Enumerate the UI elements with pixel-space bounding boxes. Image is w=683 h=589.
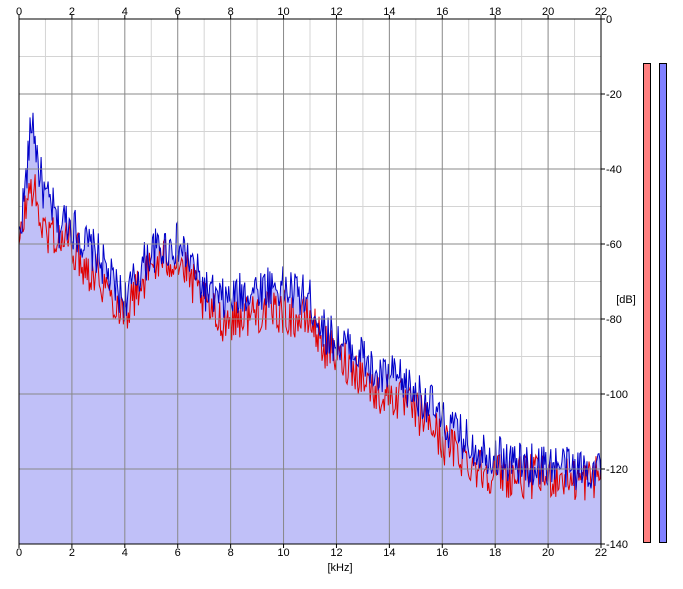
x-tick-label-bottom: 10 (277, 547, 289, 559)
x-tick-label-bottom: 22 (595, 547, 607, 559)
y-tick-label: -100 (606, 389, 628, 401)
y-tick-label: -20 (606, 89, 622, 101)
x-tick-label-bottom: 4 (122, 547, 128, 559)
x-tick-label-top: 20 (542, 6, 554, 18)
x-tick-label-bottom: 18 (489, 547, 501, 559)
x-axis-label: [kHz] (327, 562, 352, 574)
x-axis-bottom-ticks: 0 2 4 6 8 10 12 14 16 18 20 22 (16, 544, 607, 559)
x-tick-label-top: 12 (330, 6, 342, 18)
level-meter-left (643, 63, 651, 543)
y-tick-label: 0 (606, 14, 612, 26)
series-layer (18, 112, 602, 501)
y-tick-label: -40 (606, 164, 622, 176)
series-line-blue (18, 112, 602, 491)
x-tick-label-bottom: 16 (436, 547, 448, 559)
x-tick-label-top: 4 (122, 6, 128, 18)
y-tick-label: -80 (606, 314, 622, 326)
y-axis-ticks: 0 -20 -40 -60 -80 -100 -120 -140 (601, 14, 628, 551)
x-tick-label-top: 16 (436, 6, 448, 18)
x-tick-label-bottom: 12 (330, 547, 342, 559)
x-tick-label-top: 8 (228, 6, 234, 18)
x-axis-top-ticks: 0 2 4 6 8 10 12 14 16 18 20 22 (16, 6, 607, 19)
x-tick-label-bottom: 8 (228, 547, 234, 559)
plot-frame (18, 18, 602, 545)
x-tick-label-bottom: 0 (16, 547, 22, 559)
x-tick-label-top: 2 (69, 6, 75, 18)
x-tick-label-top: 10 (277, 6, 289, 18)
level-meter-right (659, 63, 667, 543)
y-tick-label: -60 (606, 239, 622, 251)
x-tick-label-top: 18 (489, 6, 501, 18)
x-tick-label-bottom: 14 (383, 547, 395, 559)
x-tick-label-top: 0 (16, 6, 22, 18)
x-tick-label-bottom: 6 (175, 547, 181, 559)
x-tick-label-bottom: 2 (69, 547, 75, 559)
x-tick-label-top: 22 (595, 6, 607, 18)
y-tick-label: -120 (606, 464, 628, 476)
y-tick-label: -140 (606, 539, 628, 551)
x-tick-label-bottom: 20 (542, 547, 554, 559)
y-axis-label: [dB] (616, 294, 636, 306)
x-tick-label-top: 6 (175, 6, 181, 18)
x-tick-label-top: 14 (383, 6, 395, 18)
